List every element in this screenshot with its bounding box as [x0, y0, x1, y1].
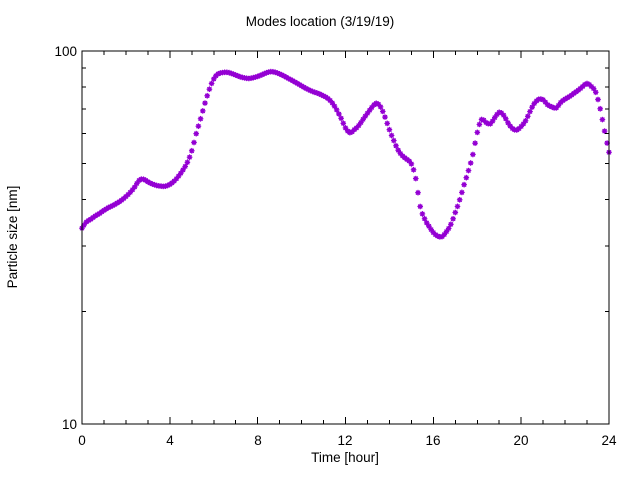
x-tick-label-24: 24	[601, 433, 617, 448]
x-tick-label-16: 16	[425, 433, 440, 448]
y-axis-label: Particle size [nm]	[5, 186, 20, 289]
y-tick-label-10: 10	[62, 417, 77, 432]
x-axis-label: Time [hour]	[311, 450, 379, 465]
chart-title: Modes location (3/19/19)	[246, 14, 395, 29]
y-tick-label-100: 100	[54, 44, 77, 59]
x-tick-label-12: 12	[337, 433, 352, 448]
x-tick-label-20: 20	[513, 433, 528, 448]
x-tick-label-0: 0	[78, 433, 86, 448]
x-tick-label-4: 4	[166, 433, 174, 448]
plot-frame	[81, 50, 610, 425]
data-series-markers	[79, 68, 612, 240]
x-tick-label-8: 8	[254, 433, 262, 448]
